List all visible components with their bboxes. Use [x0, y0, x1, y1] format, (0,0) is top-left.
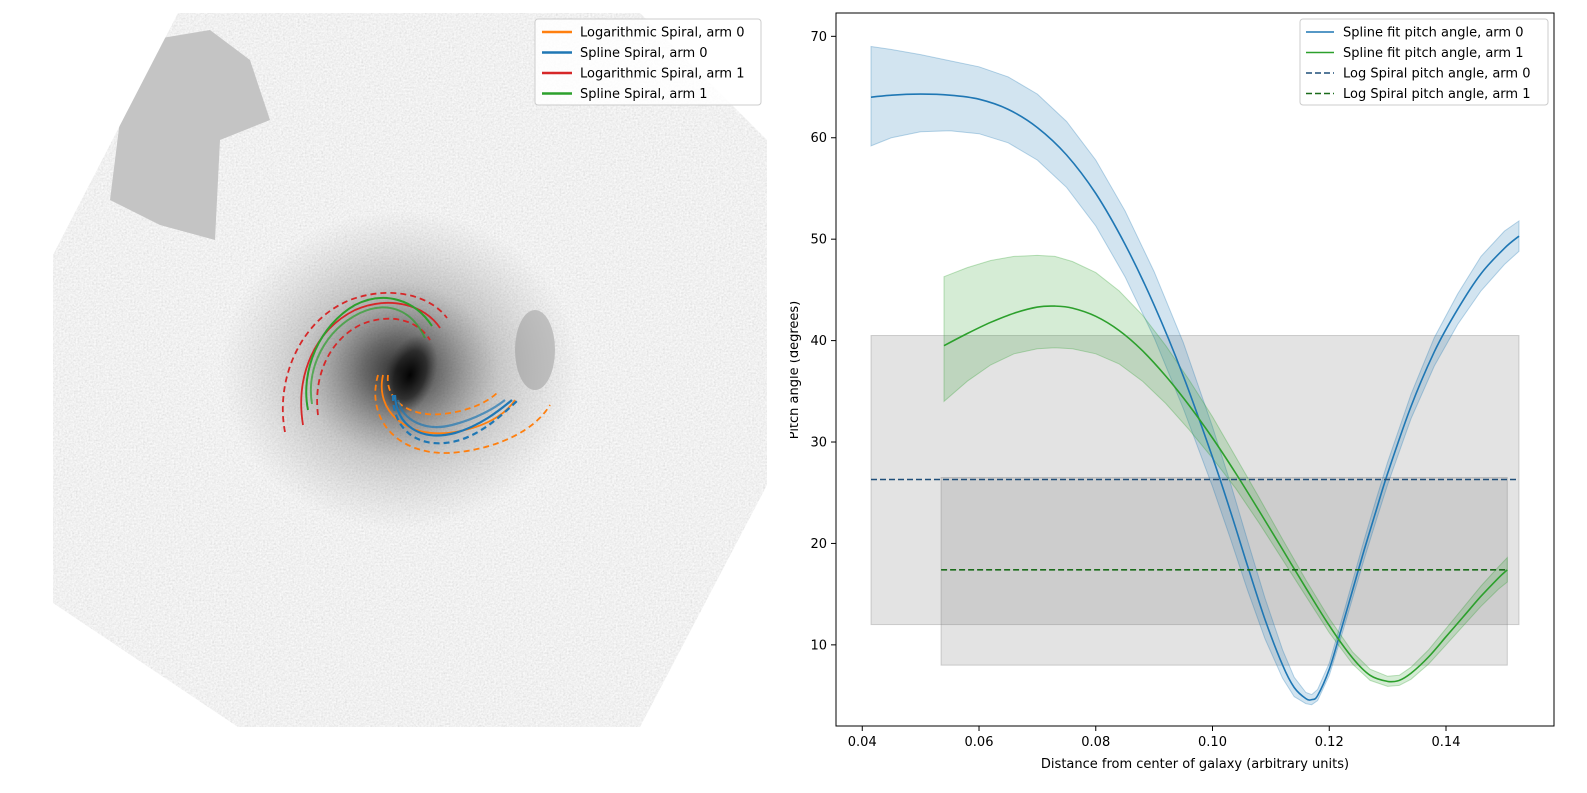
chart-legend-label: Log Spiral pitch angle, arm 1 [1343, 87, 1530, 102]
series-lines-layer [870, 93, 1520, 701]
image-legend: Logarithmic Spiral, arm 0 Spline Spiral, … [534, 18, 762, 106]
y-tick-label: 30 [810, 436, 827, 451]
chart-legend-label: Log Spiral pitch angle, arm 0 [1343, 67, 1530, 82]
series-line [870, 93, 1520, 701]
galaxy-core [382, 334, 438, 416]
y-tick-label: 60 [810, 131, 827, 146]
galaxy-image [53, 13, 767, 727]
chart-legend-frame [1299, 18, 1549, 106]
x-axis: 0.04 0.06 0.08 0.10 0.12 0.14 [848, 726, 1461, 750]
confidence-fills-layer [870, 45, 1520, 706]
image-legend-label: Spline Spiral, arm 1 [580, 87, 708, 102]
x-tick-label: 0.10 [1198, 735, 1227, 750]
y-axis-label: Pitch angle (degrees) [790, 301, 802, 439]
y-axis: 10 20 30 40 50 60 70 [810, 30, 836, 653]
x-axis-label: Distance from center of galaxy (arbitrar… [1041, 757, 1349, 772]
image-legend-label: Logarithmic Spiral, arm 0 [580, 26, 745, 41]
y-tick-label: 20 [810, 537, 827, 552]
galaxy-image-figure: Logarithmic Spiral, arm 0 Spline Spiral, … [53, 13, 767, 727]
image-legend-frame [534, 18, 762, 106]
arm1-spline [305, 297, 433, 411]
chart-legend-label: Spline fit pitch angle, arm 0 [1343, 26, 1523, 41]
x-tick-label: 0.12 [1315, 735, 1344, 750]
plot-frame [835, 12, 1555, 727]
series-line [943, 305, 1508, 683]
x-tick-label: 0.06 [965, 735, 994, 750]
pitch-angle-chart: 0.04 0.06 0.08 0.10 0.12 0.14 10203040506070 … [787, 12, 1555, 772]
image-legend-label: Spline Spiral, arm 0 [580, 46, 708, 61]
galaxy-image-panel: Logarithmic Spiral, arm 0 Spline Spiral, … [0, 0, 790, 789]
y-tick-label: 70 [810, 30, 827, 45]
x-tick-label: 0.08 [1081, 735, 1110, 750]
chart-legend: Spline fit pitch angle, arm 0 Spline fit … [1299, 18, 1549, 106]
pitch-angle-chart-panel: 0.04 0.06 0.08 0.10 0.12 0.14 10 20 30 40 50 60 70 … [787, 0, 1587, 789]
y-tick-label: 10 [810, 638, 827, 653]
y-tick-label: 40 [810, 334, 827, 349]
chart-legend-label: Spline fit pitch angle, arm 1 [1343, 46, 1523, 61]
confidence-band [943, 254, 1508, 687]
confidence-band [870, 45, 1520, 706]
range-band [940, 477, 1508, 666]
arm0-spline [391, 394, 519, 445]
masked-region [110, 30, 270, 240]
x-tick-label: 0.04 [848, 735, 877, 750]
image-legend-label: Logarithmic Spiral, arm 1 [580, 67, 745, 82]
x-tick-label: 0.14 [1432, 735, 1461, 750]
y-tick-label: 50 [810, 233, 827, 248]
